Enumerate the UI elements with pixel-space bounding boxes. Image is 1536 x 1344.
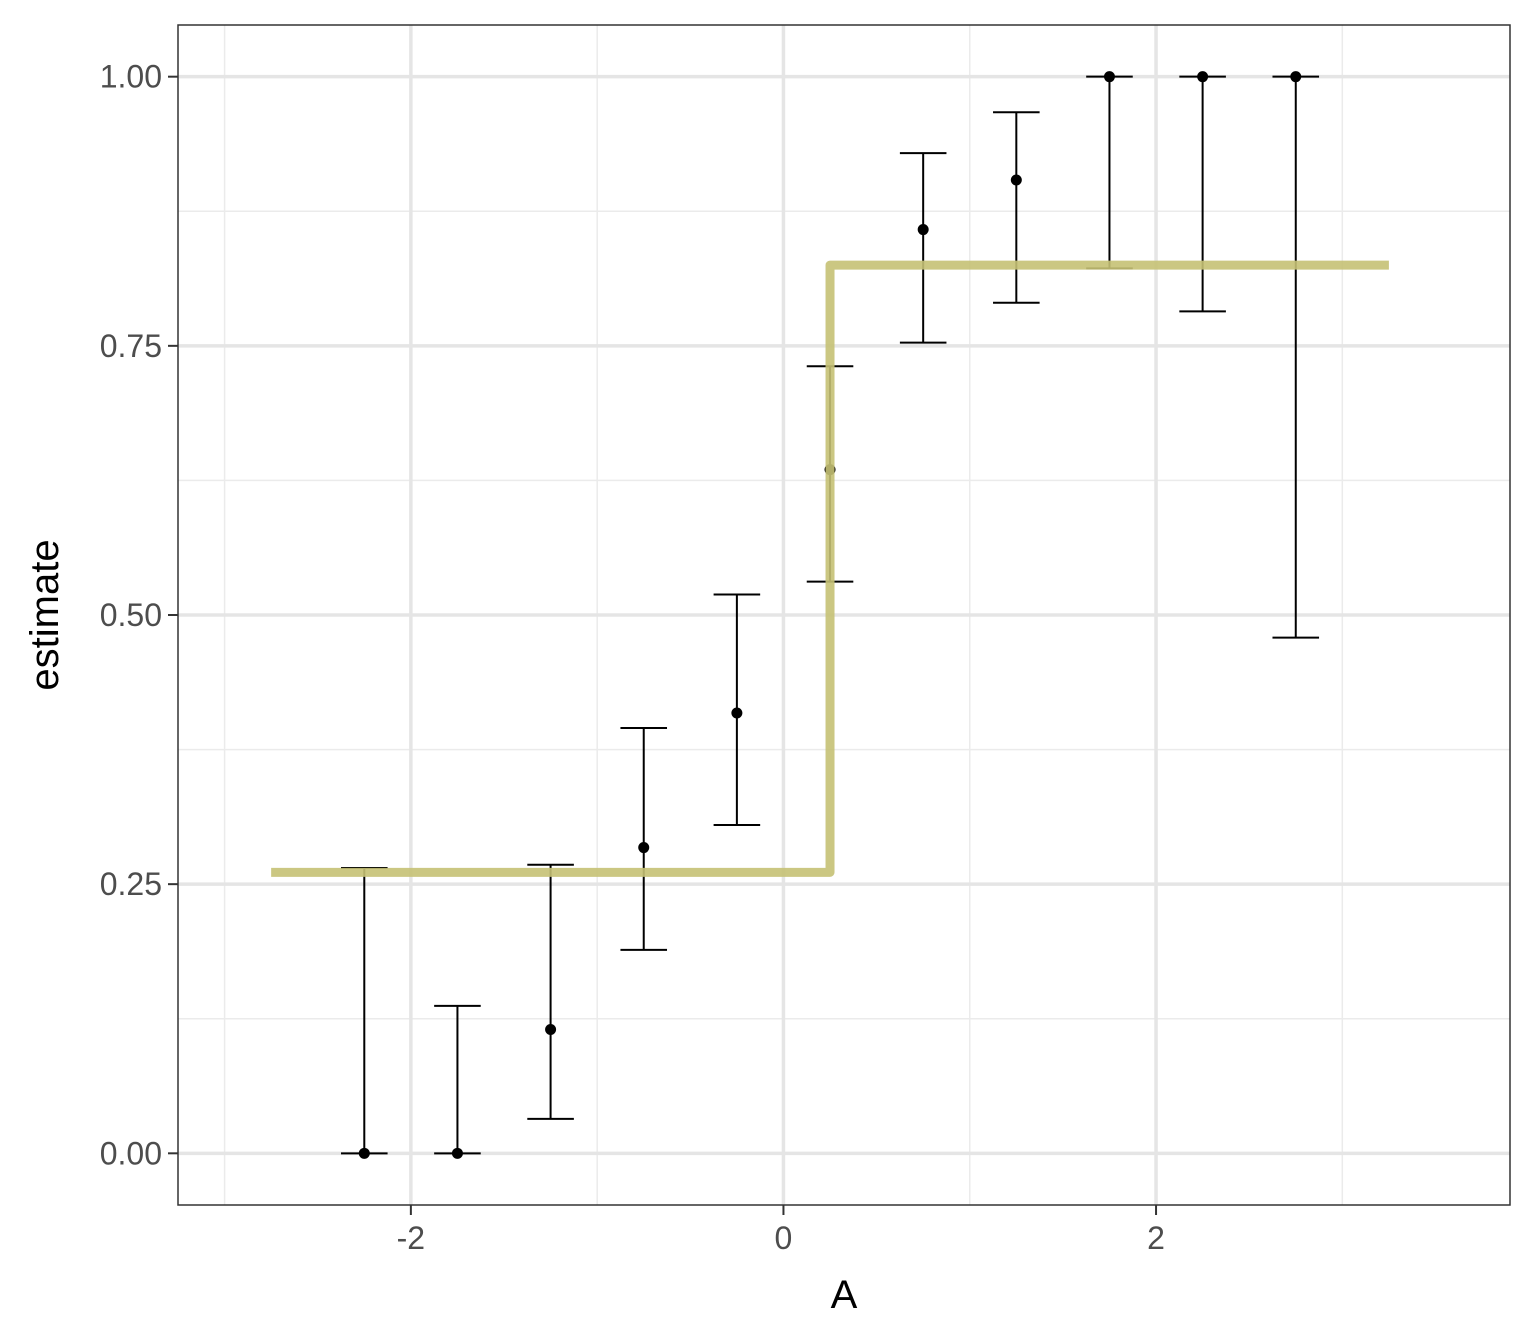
y-tick-label: 0.50 — [100, 597, 162, 633]
estimate-point — [358, 1147, 370, 1159]
errorbar — [1272, 71, 1320, 639]
estimate-point — [1290, 71, 1302, 83]
y-tick-label: 0.75 — [100, 328, 162, 364]
estimate-point — [1197, 71, 1209, 83]
errorbar — [993, 111, 1040, 304]
errorbar — [527, 863, 574, 1120]
tick-labels: -2 0 2 0.00 0.25 0.50 0.75 1.00 — [100, 59, 1165, 1256]
x-tick-label: 2 — [1147, 1220, 1165, 1256]
error-bars — [341, 71, 1320, 1159]
y-axis-title: estimate — [23, 539, 67, 690]
estimate-point — [1103, 71, 1115, 83]
errorbar — [434, 1004, 481, 1159]
y-tick-label: 0.25 — [100, 866, 162, 902]
estimate-point — [731, 707, 743, 719]
estimate-point — [545, 1024, 557, 1036]
x-tick-label: 0 — [775, 1220, 793, 1256]
errorbar — [1179, 71, 1226, 313]
y-tick-label: 0.00 — [100, 1135, 162, 1171]
x-tick-label: -2 — [397, 1220, 425, 1256]
estimate-point — [1010, 174, 1022, 186]
errorbar — [713, 593, 761, 826]
y-tick-label: 1.00 — [100, 59, 162, 95]
step-fit-line — [271, 260, 1389, 877]
errorbar — [899, 152, 947, 344]
step-line — [271, 260, 1389, 877]
grid-major — [178, 25, 1510, 1205]
estimate-point — [917, 224, 929, 236]
estimate-point — [638, 842, 650, 854]
estimate-point — [451, 1147, 463, 1159]
errorbar — [620, 727, 668, 951]
x-axis-title: A — [831, 1273, 858, 1317]
axis-ticks — [168, 75, 1158, 1215]
